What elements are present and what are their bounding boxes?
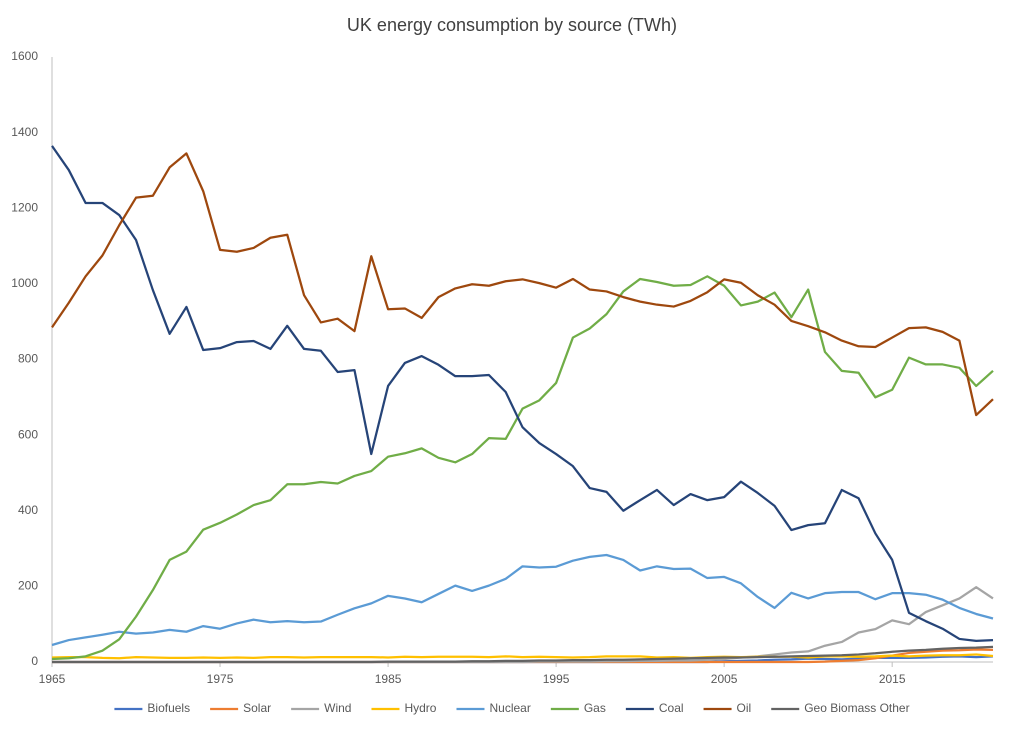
x-tick-label: 1995 [543, 672, 570, 686]
y-tick-label: 600 [18, 427, 38, 441]
x-tick-label: 2005 [711, 672, 738, 686]
series-line [51, 275, 994, 661]
y-tick-label: 1000 [11, 276, 38, 290]
x-tick-label: 1985 [375, 672, 402, 686]
y-tick-label: 1200 [11, 200, 38, 214]
chart-title: UK energy consumption by source (TWh) [347, 15, 677, 35]
x-tick-label: 1975 [207, 672, 234, 686]
legend-label: Biofuels [147, 701, 190, 715]
y-tick-label: 0 [31, 654, 38, 668]
legend: Biofuels Solar Wind Hydro Nuclear Gas Coal Oil G… [114, 701, 910, 715]
legend-label: Solar [243, 701, 271, 715]
legend-label: Wind [324, 701, 351, 715]
y-tick-label: 1400 [11, 125, 38, 139]
legend-label: Gas [584, 701, 606, 715]
series-line [52, 645, 994, 664]
legend-label: Nuclear [489, 701, 530, 715]
y-tick-label: 1600 [11, 49, 38, 63]
legend-label: Oil [737, 701, 752, 715]
y-tick-label: 400 [18, 503, 38, 517]
x-tick-label: 1965 [39, 672, 66, 686]
legend-label: Coal [659, 701, 684, 715]
series-line [51, 152, 994, 417]
series-line [51, 145, 994, 642]
series-line [52, 586, 994, 664]
series-line [51, 553, 994, 647]
y-tick-label: 800 [18, 352, 38, 366]
legend-label: Hydro [404, 701, 436, 715]
x-tick-label: 2015 [879, 672, 906, 686]
y-tick-label: 200 [18, 579, 38, 593]
legend-label: Geo Biomass Other [804, 701, 909, 715]
